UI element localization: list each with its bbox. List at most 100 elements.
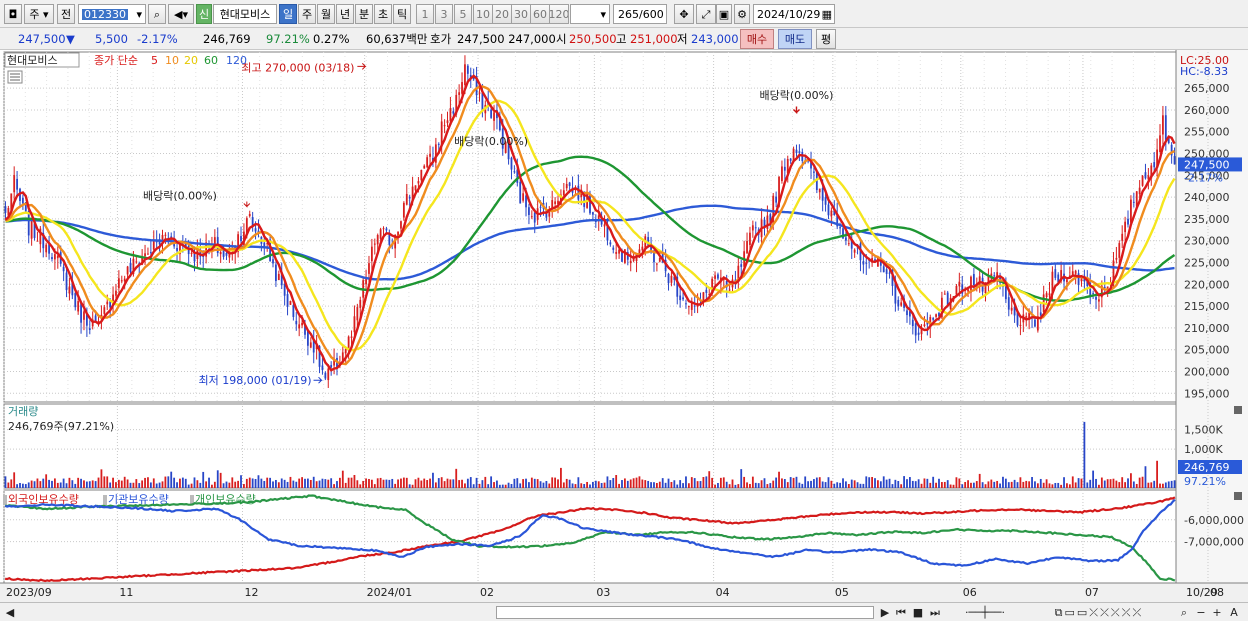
chart-scrollbar[interactable]: ◀ ▶ ⏮ ■ ⏭ ·──┼──· ⧉▭▭⤫⤫⤫⤫⤫ ⌕ − + A: [0, 602, 1248, 621]
time-tick-label: 06: [963, 586, 977, 599]
candle-body: [589, 193, 591, 214]
ma120-line: [5, 204, 1175, 281]
candle-body: [845, 237, 847, 241]
interval-button-5[interactable]: 30: [511, 4, 531, 24]
volume-bar: [1162, 483, 1164, 488]
scroll-left-icon[interactable]: ◀: [5, 606, 15, 619]
zoom-in-icon[interactable]: +: [1212, 606, 1222, 619]
volume-bar: [1016, 482, 1019, 488]
interval-button-4[interactable]: 20: [492, 4, 512, 24]
candle: [1077, 269, 1080, 294]
candle-body: [955, 285, 958, 295]
volume-bar: [251, 478, 254, 488]
candle: [528, 203, 530, 225]
candle-body: [225, 252, 228, 256]
candle: [71, 272, 74, 300]
candle-body: [16, 178, 18, 190]
zoom-out-icon[interactable]: −: [1196, 606, 1206, 619]
gear-icon[interactable]: ⚙: [734, 4, 750, 24]
stop-icon[interactable]: ■: [912, 606, 924, 619]
jeon-button[interactable]: 전: [57, 4, 75, 24]
window-menu-icon[interactable]: ◘: [4, 4, 22, 24]
volume-bar: [368, 478, 370, 488]
time-tick-label: 04: [716, 586, 730, 599]
scroll-right-icon[interactable]: ▶: [880, 606, 890, 619]
volume-pane-close-icon[interactable]: [1234, 406, 1242, 414]
interval-button-3[interactable]: 10: [473, 4, 493, 24]
volume-tick-label: 1,000K: [1184, 443, 1223, 456]
draw-tool-icon[interactable]: ⤢: [696, 4, 716, 24]
volume-bar: [981, 482, 984, 488]
volume-bar: [699, 481, 702, 488]
candle-body: [940, 297, 943, 318]
period-tab-1[interactable]: 주: [298, 4, 316, 24]
candle: [120, 275, 123, 284]
interval-input[interactable]: ▾: [570, 4, 610, 24]
stock-chart[interactable]: 265,000 260,000 255,000 250,000 245,000 240,0…: [0, 50, 1248, 602]
candle: [65, 268, 68, 298]
period-tab-3[interactable]: 년: [336, 4, 354, 24]
scroll-thumb[interactable]: [496, 606, 874, 619]
candle-body: [330, 364, 333, 368]
volume-bars: [4, 421, 1176, 488]
candle-body: [88, 328, 91, 331]
volume-bar: [612, 478, 615, 488]
candle-body: [1025, 316, 1028, 318]
volume-bar: [452, 479, 455, 488]
period-tab-0[interactable]: 일: [279, 4, 297, 24]
volume-bar: [783, 479, 786, 488]
candle: [16, 171, 18, 197]
crosshair-icon[interactable]: ✥: [674, 4, 694, 24]
stock-code-input[interactable]: 012330 ▾: [78, 4, 146, 24]
interval-button-7[interactable]: 120: [549, 4, 569, 24]
calendar-icon[interactable]: ▦: [821, 7, 832, 21]
period-tab-6[interactable]: 틱: [393, 4, 411, 24]
volume-bar: [746, 482, 748, 488]
candle: [510, 156, 513, 180]
candle-body: [149, 252, 152, 254]
volume-bar: [321, 478, 324, 488]
interval-button-0[interactable]: 1: [416, 4, 434, 24]
interval-button-1[interactable]: 3: [435, 4, 453, 24]
zoom-slider[interactable]: ·──┼──·: [964, 606, 1006, 619]
volume-bar: [676, 484, 679, 488]
auto-scale-icon[interactable]: A: [1230, 606, 1238, 619]
candle-body: [871, 258, 873, 261]
zoom-icon[interactable]: ⌕: [1180, 606, 1188, 619]
candle-body: [385, 228, 388, 231]
buy-button[interactable]: 매수: [740, 29, 774, 49]
candle-body: [583, 191, 586, 207]
ma10-line: [5, 85, 1176, 366]
candle: [1159, 124, 1161, 153]
last-page-icon[interactable]: ⏭: [930, 606, 940, 619]
date-field[interactable]: 2024/10/29 ▦: [753, 4, 835, 24]
chart-tools-icon[interactable]: ⧉▭▭⤫⤫⤫⤫⤫: [1054, 606, 1144, 619]
search-icon[interactable]: ⌕: [148, 4, 166, 24]
candle-body: [862, 261, 865, 265]
interval-button-6[interactable]: 60: [530, 4, 550, 24]
volume-bar: [955, 477, 958, 488]
period-tab-2[interactable]: 월: [317, 4, 335, 24]
candle: [810, 151, 812, 179]
candle-body: [80, 301, 82, 323]
interval-button-2[interactable]: 5: [454, 4, 472, 24]
candle: [670, 271, 673, 287]
volume-bar: [798, 482, 801, 488]
candle-body: [621, 250, 623, 262]
volume-bar: [760, 480, 763, 488]
sell-button[interactable]: 매도: [778, 29, 812, 49]
candle: [609, 239, 612, 247]
period-tab-5[interactable]: 초: [374, 4, 392, 24]
candle: [272, 254, 274, 268]
volume-bar: [341, 470, 344, 488]
first-page-icon[interactable]: ⏮: [896, 606, 906, 619]
speaker-icon[interactable]: ◀▾: [168, 4, 194, 24]
eval-button[interactable]: 평: [816, 29, 836, 49]
holding-pane-close-icon[interactable]: [1234, 492, 1242, 500]
period-select[interactable]: 주 ▾: [24, 4, 54, 24]
volume-bar: [586, 481, 588, 488]
count-field[interactable]: 265/600: [613, 4, 667, 24]
save-icon[interactable]: ▣: [716, 4, 732, 24]
candle-body: [781, 166, 783, 182]
period-tab-4[interactable]: 분: [355, 4, 373, 24]
